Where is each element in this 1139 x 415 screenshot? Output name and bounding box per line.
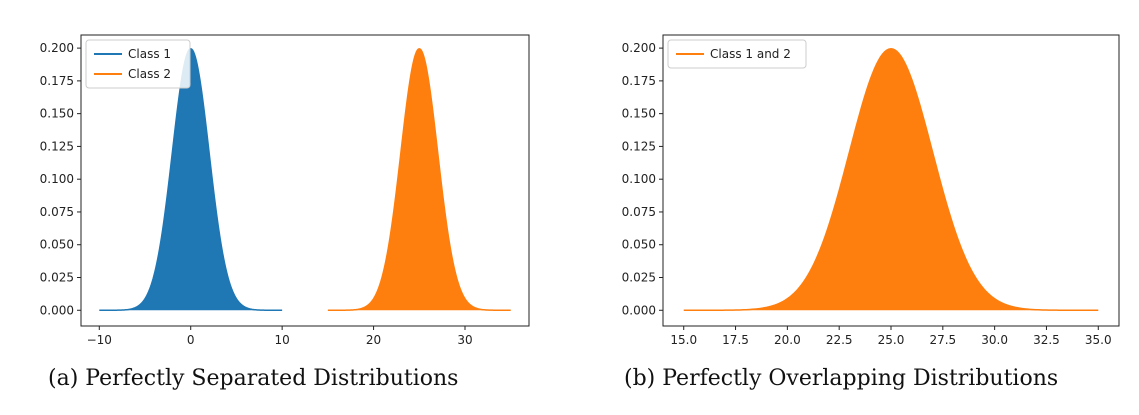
- x-tick-label: 30.0: [981, 333, 1008, 347]
- y-tick-label: 0.075: [40, 205, 74, 219]
- x-tick-label: 20.0: [774, 333, 801, 347]
- y-tick-label: 0.125: [622, 139, 656, 153]
- x-tick-label: −10: [87, 333, 112, 347]
- y-tick-label: 0.150: [622, 107, 656, 121]
- legend-box: [85, 39, 191, 89]
- series-line-2: [327, 48, 511, 312]
- x-tick-label: 22.5: [826, 333, 853, 347]
- y-tick-label: 0.050: [622, 238, 656, 252]
- y-tick-label: 0.125: [40, 139, 74, 153]
- y-tick-label: 0.000: [40, 303, 74, 317]
- x-tick-label: 0: [187, 333, 195, 347]
- x-tick-label: 30: [457, 333, 472, 347]
- chart-b-svg: 0.000 0.025 0.050 0.075 0.100 0.125 0.150 0.175…: [622, 34, 1120, 347]
- series-area-1: [99, 48, 283, 311]
- y-tick-label: 0.175: [40, 74, 74, 88]
- x-tick-label: 17.5: [722, 333, 749, 347]
- legend-label-2: Class 2: [128, 67, 171, 81]
- y-tick-label: 0.050: [40, 238, 74, 252]
- y-tick-label: 0.000: [622, 303, 656, 317]
- x-tick-label: 32.5: [1033, 333, 1060, 347]
- legend-label-1: Class 1 and 2: [710, 47, 791, 61]
- series-line-1: [99, 48, 283, 312]
- x-tick-label: 27.5: [929, 333, 956, 347]
- y-tick-label: 0.025: [40, 271, 74, 285]
- legend-label-1: Class 1: [128, 47, 171, 61]
- series-area-1: [683, 48, 1099, 311]
- y-tick-label: 0.100: [622, 172, 656, 186]
- x-tick-label: 10: [275, 333, 290, 347]
- legend-box: [667, 39, 807, 69]
- chart-a-svg: 0.000 0.025 0.050 0.075 0.100 0.125 0.150 0.175…: [40, 34, 530, 347]
- x-tick-label: 25.0: [878, 333, 905, 347]
- chart-panel-b: 0.000 0.025 0.050 0.075 0.100 0.125 0.150 0.175…: [590, 0, 1139, 415]
- chart-panel-a: 0.000 0.025 0.050 0.075 0.100 0.125 0.150 0.175…: [0, 0, 560, 415]
- series-line-1: [683, 48, 1099, 312]
- y-tick-label: 0.175: [622, 74, 656, 88]
- y-tick-label: 0.200: [40, 41, 74, 55]
- y-tick-label: 0.100: [40, 172, 74, 186]
- series-area-2: [327, 48, 511, 311]
- y-tick-label: 0.025: [622, 271, 656, 285]
- y-tick-label: 0.200: [622, 41, 656, 55]
- y-tick-label: 0.075: [622, 205, 656, 219]
- x-tick-label: 15.0: [670, 333, 697, 347]
- x-tick-label: 20: [366, 333, 381, 347]
- caption-b: (b) Perfectly Overlapping Distributions: [624, 366, 1059, 391]
- y-tick-label: 0.150: [40, 107, 74, 121]
- x-tick-label: 35.0: [1085, 333, 1112, 347]
- caption-a: (a) Perfectly Separated Distributions: [48, 366, 459, 391]
